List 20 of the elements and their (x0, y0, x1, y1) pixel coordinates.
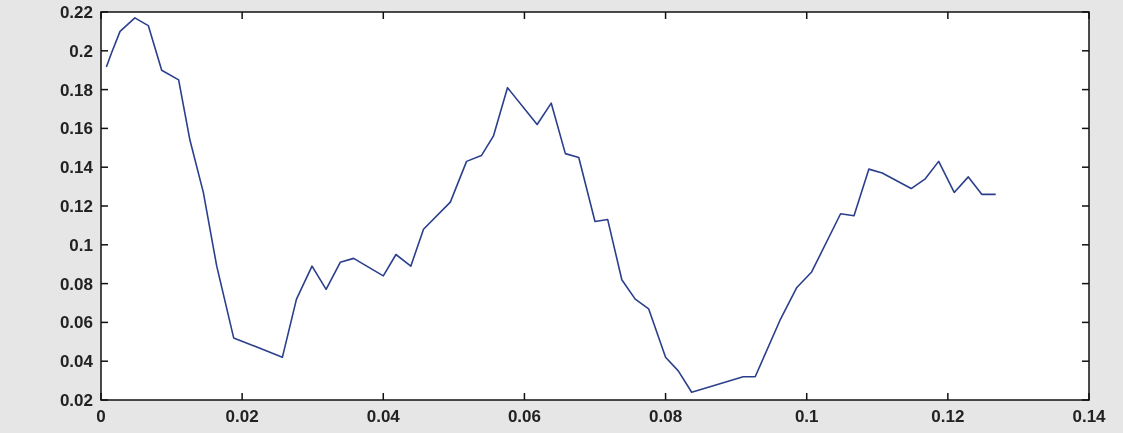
x-tick-label: 0.08 (649, 407, 683, 426)
y-tick-label: 0.2 (69, 41, 93, 61)
x-tick-label: 0.1 (794, 407, 819, 426)
y-tick-label: 0.08 (59, 274, 93, 294)
y-tick-label: 0.16 (59, 119, 93, 139)
x-tick-label: 0.14 (1072, 407, 1107, 426)
y-tick-label: 0.14 (59, 158, 94, 178)
x-tick-label: 0 (96, 407, 106, 426)
y-tick-label: 0.02 (59, 391, 93, 410)
y-tick-label: 0.04 (59, 352, 94, 372)
line-series (105, 17, 996, 394)
x-tick-label: 0.12 (931, 407, 965, 426)
x-tick-label: 0.06 (507, 407, 541, 426)
y-tick-label: 0.18 (59, 80, 93, 100)
x-tick-label: 0.04 (366, 407, 401, 426)
y-tick-label: 0.22 (59, 3, 93, 22)
y-tick-label: 0.06 (59, 313, 93, 333)
y-tick-label: 0.1 (69, 235, 93, 255)
y-tick-label: 0.12 (59, 197, 93, 216)
x-tick-label: 0.02 (225, 407, 259, 426)
